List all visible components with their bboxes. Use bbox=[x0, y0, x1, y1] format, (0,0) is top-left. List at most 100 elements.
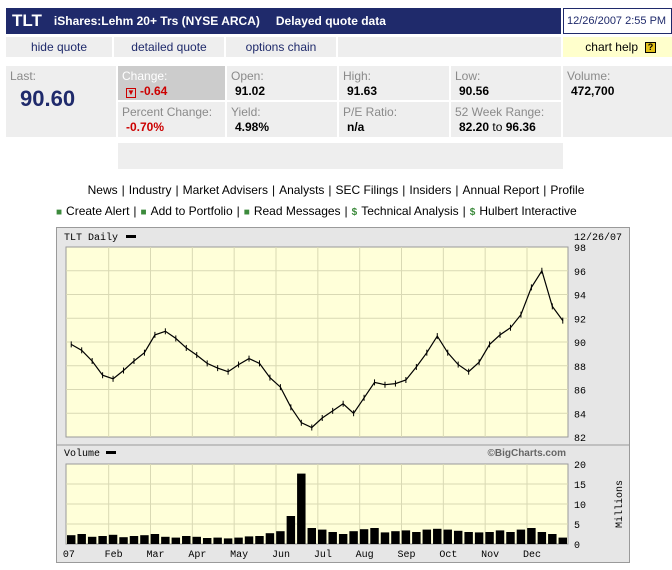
month-label: Apr bbox=[188, 550, 206, 561]
month-label: Feb bbox=[105, 549, 123, 561]
analysts-link[interactable]: Analysts bbox=[279, 183, 325, 197]
chart-title: TLT Daily bbox=[64, 232, 118, 244]
change-amount: -0.64 bbox=[140, 84, 168, 98]
insiders-link[interactable]: Insiders bbox=[409, 183, 452, 197]
security-name: iShares:Lehm 20+ Trs (NYSE ARCA) bbox=[53, 14, 260, 28]
alert-icon: ■ bbox=[56, 207, 63, 218]
month-label: 07 bbox=[63, 550, 75, 561]
volume-bar bbox=[422, 529, 432, 544]
volume-bar bbox=[359, 529, 369, 544]
volume-bar bbox=[286, 516, 296, 544]
volume-bar bbox=[202, 538, 212, 544]
price-tick-label: 94 bbox=[574, 292, 586, 303]
volume-bar bbox=[234, 537, 243, 544]
volume-unit-label: Millions bbox=[614, 480, 626, 528]
last-price-cell: Last: 90.60 bbox=[6, 66, 116, 137]
month-label: Jul bbox=[314, 549, 332, 561]
volume-cell: Volume: 472,700 bbox=[563, 66, 672, 137]
open-cell: Open: 91.02 bbox=[227, 66, 337, 100]
high-label: High: bbox=[343, 69, 372, 83]
volume-bar bbox=[255, 536, 264, 544]
technical-analysis-label: Technical Analysis bbox=[361, 204, 459, 218]
industry-link[interactable]: Industry bbox=[128, 183, 172, 197]
tool-links: ■ Create Alert | ■ Add to Portfolio | ■ Read Me… bbox=[56, 204, 577, 218]
create-alert-label: Create Alert bbox=[66, 204, 130, 218]
volume-bar bbox=[380, 532, 390, 544]
price-series-line bbox=[70, 269, 564, 429]
add-to-portfolio-link[interactable]: ■ Add to Portfolio bbox=[141, 204, 233, 218]
change-label: Change: bbox=[122, 69, 168, 83]
separator: | bbox=[462, 204, 466, 218]
volume-bar bbox=[244, 536, 254, 544]
volume-bar bbox=[433, 528, 442, 544]
separator: | bbox=[133, 204, 137, 218]
down-arrow-icon: ▼ bbox=[126, 88, 136, 98]
volume-tick-label: 15 bbox=[574, 481, 586, 492]
chart-date: 12/26/07 bbox=[574, 232, 622, 244]
volume-bar bbox=[150, 534, 160, 544]
price-tick-label: 96 bbox=[574, 268, 586, 279]
price-chart-svg: TLT Daily 12/26/07 Volume ©BigCharts.com 98 9… bbox=[56, 227, 630, 563]
month-label: May bbox=[230, 550, 248, 561]
volume-bar bbox=[307, 528, 316, 544]
volume-bar bbox=[265, 533, 275, 544]
dollar-icon: $ bbox=[351, 207, 358, 218]
blank-bar bbox=[118, 143, 563, 169]
separator: | bbox=[121, 183, 125, 197]
pe-cell: P/E Ratio: n/a bbox=[339, 102, 449, 137]
volume-bar bbox=[119, 537, 128, 544]
options-chain-link[interactable]: options chain bbox=[226, 37, 338, 57]
delayed-notice: Delayed quote data bbox=[275, 14, 386, 28]
separator: | bbox=[344, 204, 348, 218]
volume-bar bbox=[412, 532, 421, 544]
month-label: Aug bbox=[356, 550, 374, 561]
volume-bar bbox=[474, 532, 484, 544]
price-tick-label: 84 bbox=[574, 410, 586, 421]
price-tick-label: 90 bbox=[574, 339, 586, 350]
news-link[interactable]: News bbox=[87, 183, 118, 197]
portfolio-icon: ■ bbox=[140, 207, 147, 218]
annual-report-link[interactable]: Annual Report bbox=[462, 183, 540, 197]
volume-bar bbox=[77, 534, 86, 544]
volume-tick-label: 0 bbox=[574, 541, 580, 552]
market-advisers-link[interactable]: Market Advisers bbox=[182, 183, 268, 197]
read-messages-link[interactable]: ■ Read Messages bbox=[244, 204, 341, 218]
yield-value: 4.98% bbox=[235, 120, 270, 134]
volume-bar bbox=[527, 528, 536, 544]
profile-link[interactable]: Profile bbox=[550, 183, 585, 197]
volume-bar bbox=[297, 473, 306, 544]
month-label: Dec bbox=[523, 550, 541, 561]
last-price: 90.60 bbox=[20, 86, 76, 111]
price-tick-label: 86 bbox=[574, 387, 586, 398]
detailed-quote-link[interactable]: detailed quote bbox=[114, 37, 226, 57]
volume-bar bbox=[192, 536, 201, 544]
title-legend-swatch bbox=[126, 235, 136, 238]
help-icon: ? bbox=[645, 41, 656, 53]
percent-change-label: Percent Change: bbox=[122, 105, 213, 119]
sec-filings-link[interactable]: SEC Filings bbox=[335, 183, 399, 197]
volume-bar bbox=[67, 535, 76, 544]
volume-bar bbox=[401, 530, 411, 544]
create-alert-link[interactable]: ■ Create Alert bbox=[56, 204, 129, 218]
quote-datetime: 12/26/2007 2:55 PM bbox=[563, 8, 672, 34]
volume-bar bbox=[558, 537, 567, 544]
separator: | bbox=[236, 204, 240, 218]
volume-bar bbox=[349, 531, 358, 544]
low-value: 90.56 bbox=[459, 84, 490, 98]
chart-help-link[interactable]: chart help ? bbox=[563, 37, 672, 57]
volume-tick-label: 10 bbox=[574, 501, 586, 512]
price-chart: TLT Daily 12/26/07 Volume ©BigCharts.com 98 9… bbox=[56, 227, 630, 563]
low-cell: Low: 90.56 bbox=[451, 66, 561, 100]
volume-bar bbox=[391, 531, 400, 544]
hulbert-interactive-link[interactable]: $ Hulbert Interactive bbox=[470, 204, 577, 218]
volume-bar bbox=[171, 537, 181, 544]
technical-analysis-link[interactable]: $ Technical Analysis bbox=[352, 204, 459, 218]
volume-bar bbox=[328, 532, 337, 544]
change-cell: Change: ▼ -0.64 bbox=[118, 66, 225, 100]
volume-bar bbox=[129, 536, 139, 544]
hide-quote-link[interactable]: hide quote bbox=[6, 37, 114, 57]
volume-bar bbox=[182, 536, 191, 544]
last-label: Last: bbox=[10, 69, 37, 83]
research-links: News | Industry | Market Advisers | Analysts | S… bbox=[0, 183, 672, 197]
volume-tick-label: 5 bbox=[574, 521, 580, 532]
